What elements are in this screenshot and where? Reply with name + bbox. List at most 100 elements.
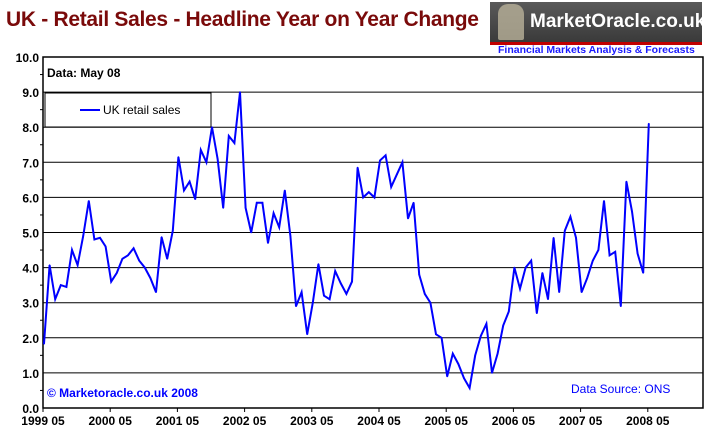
data-point: [76, 264, 79, 266]
data-point: [328, 298, 331, 300]
data-point: [183, 189, 185, 192]
data-points: [43, 91, 650, 389]
data-point: [390, 186, 393, 188]
data-point: [429, 301, 432, 304]
data-point: [272, 212, 275, 214]
data-point: [317, 263, 320, 265]
chart-title: UK - Retail Sales - Headline Year on Yea…: [6, 8, 479, 31]
data-point: [205, 161, 208, 164]
data-point: [558, 291, 560, 293]
data-point: [418, 273, 421, 276]
data-point: [575, 236, 577, 239]
data-point: [620, 305, 622, 308]
data-point: [625, 180, 628, 183]
data-point: [71, 249, 73, 251]
data-point: [368, 191, 370, 193]
data-point: [88, 200, 90, 202]
data-point: [194, 198, 196, 200]
data-point: [636, 252, 639, 255]
data-point: [132, 247, 135, 250]
data-point: [547, 298, 549, 300]
data-point: [530, 259, 532, 262]
data-point: [312, 301, 314, 304]
y-tick-label: 9.0: [22, 86, 39, 100]
x-tick-label: 2003 05: [290, 414, 334, 428]
legend: UK retail sales: [44, 92, 212, 128]
data-point: [228, 135, 230, 137]
data-point: [446, 375, 449, 378]
data-point: [592, 259, 594, 262]
data-point: [60, 284, 62, 286]
data-point: [211, 126, 213, 128]
data-point: [255, 201, 258, 204]
legend-label: UK retail sales: [103, 103, 180, 117]
data-point: [166, 258, 168, 260]
data-point: [244, 207, 247, 209]
data-point: [323, 294, 325, 297]
data-point: [496, 352, 499, 355]
data-point: [284, 189, 286, 192]
data-point: [54, 298, 56, 300]
data-point: [513, 266, 516, 269]
data-note: Data: May 08: [47, 66, 121, 80]
data-point: [267, 242, 269, 244]
data-point: [648, 122, 650, 125]
data-point: [340, 282, 342, 285]
y-tick-label: 4.0: [22, 262, 39, 276]
data-point: [172, 229, 174, 232]
data-point: [127, 254, 129, 257]
data-point: [289, 235, 292, 237]
data-point: [412, 201, 415, 204]
data-point: [631, 210, 633, 213]
data-point: [216, 157, 219, 160]
data-point: [82, 235, 84, 237]
oracle-figure-icon: [498, 4, 524, 40]
x-tick-label: 2004 05: [357, 414, 401, 428]
data-point: [603, 200, 605, 202]
data-point: [642, 272, 644, 274]
data-point: [261, 201, 264, 204]
data-point: [536, 312, 538, 315]
data-point: [424, 293, 426, 295]
data-point: [468, 387, 471, 389]
data-point: [541, 272, 544, 274]
data-point: [463, 377, 465, 379]
data-point: [160, 236, 163, 238]
data-point: [110, 280, 112, 283]
logo-text: MarketOracle.co.uk: [530, 11, 706, 32]
y-tick-label: 1.0: [22, 367, 39, 381]
data-point: [177, 156, 180, 158]
data-point: [278, 226, 281, 229]
data-point: [474, 354, 477, 357]
data-point: [564, 229, 566, 232]
data-point: [345, 293, 348, 295]
data-point: [519, 287, 521, 290]
data-point: [138, 259, 140, 262]
x-tick-label: 2007 05: [559, 414, 603, 428]
x-tick-label: 2006 05: [492, 414, 536, 428]
data-point: [502, 324, 505, 327]
data-point: [144, 266, 146, 269]
x-tick-label: 2000 05: [89, 414, 133, 428]
data-point: [188, 180, 191, 183]
y-tick-label: 2.0: [22, 332, 39, 346]
data-point: [356, 166, 359, 169]
logo-tagline: Financial Markets Analysis & Forecasts: [498, 44, 695, 56]
series-line-uk-retail-sales: [43, 91, 650, 391]
data-point: [597, 249, 600, 251]
data-point: [233, 142, 236, 144]
y-tick-label: 10.0: [16, 51, 40, 65]
logo[interactable]: MarketOracle.co.uk: [490, 2, 706, 45]
data-point: [569, 215, 572, 218]
data-point: [480, 335, 482, 337]
data-point: [457, 363, 460, 365]
y-tick-label: 3.0: [22, 297, 39, 311]
y-tick-label: 6.0: [22, 191, 39, 205]
data-point: [43, 342, 45, 345]
data-point: [65, 286, 68, 288]
data-point: [373, 196, 376, 199]
data-point: [155, 291, 157, 293]
y-tick-label: 5.0: [22, 227, 39, 241]
data-point: [396, 173, 398, 176]
